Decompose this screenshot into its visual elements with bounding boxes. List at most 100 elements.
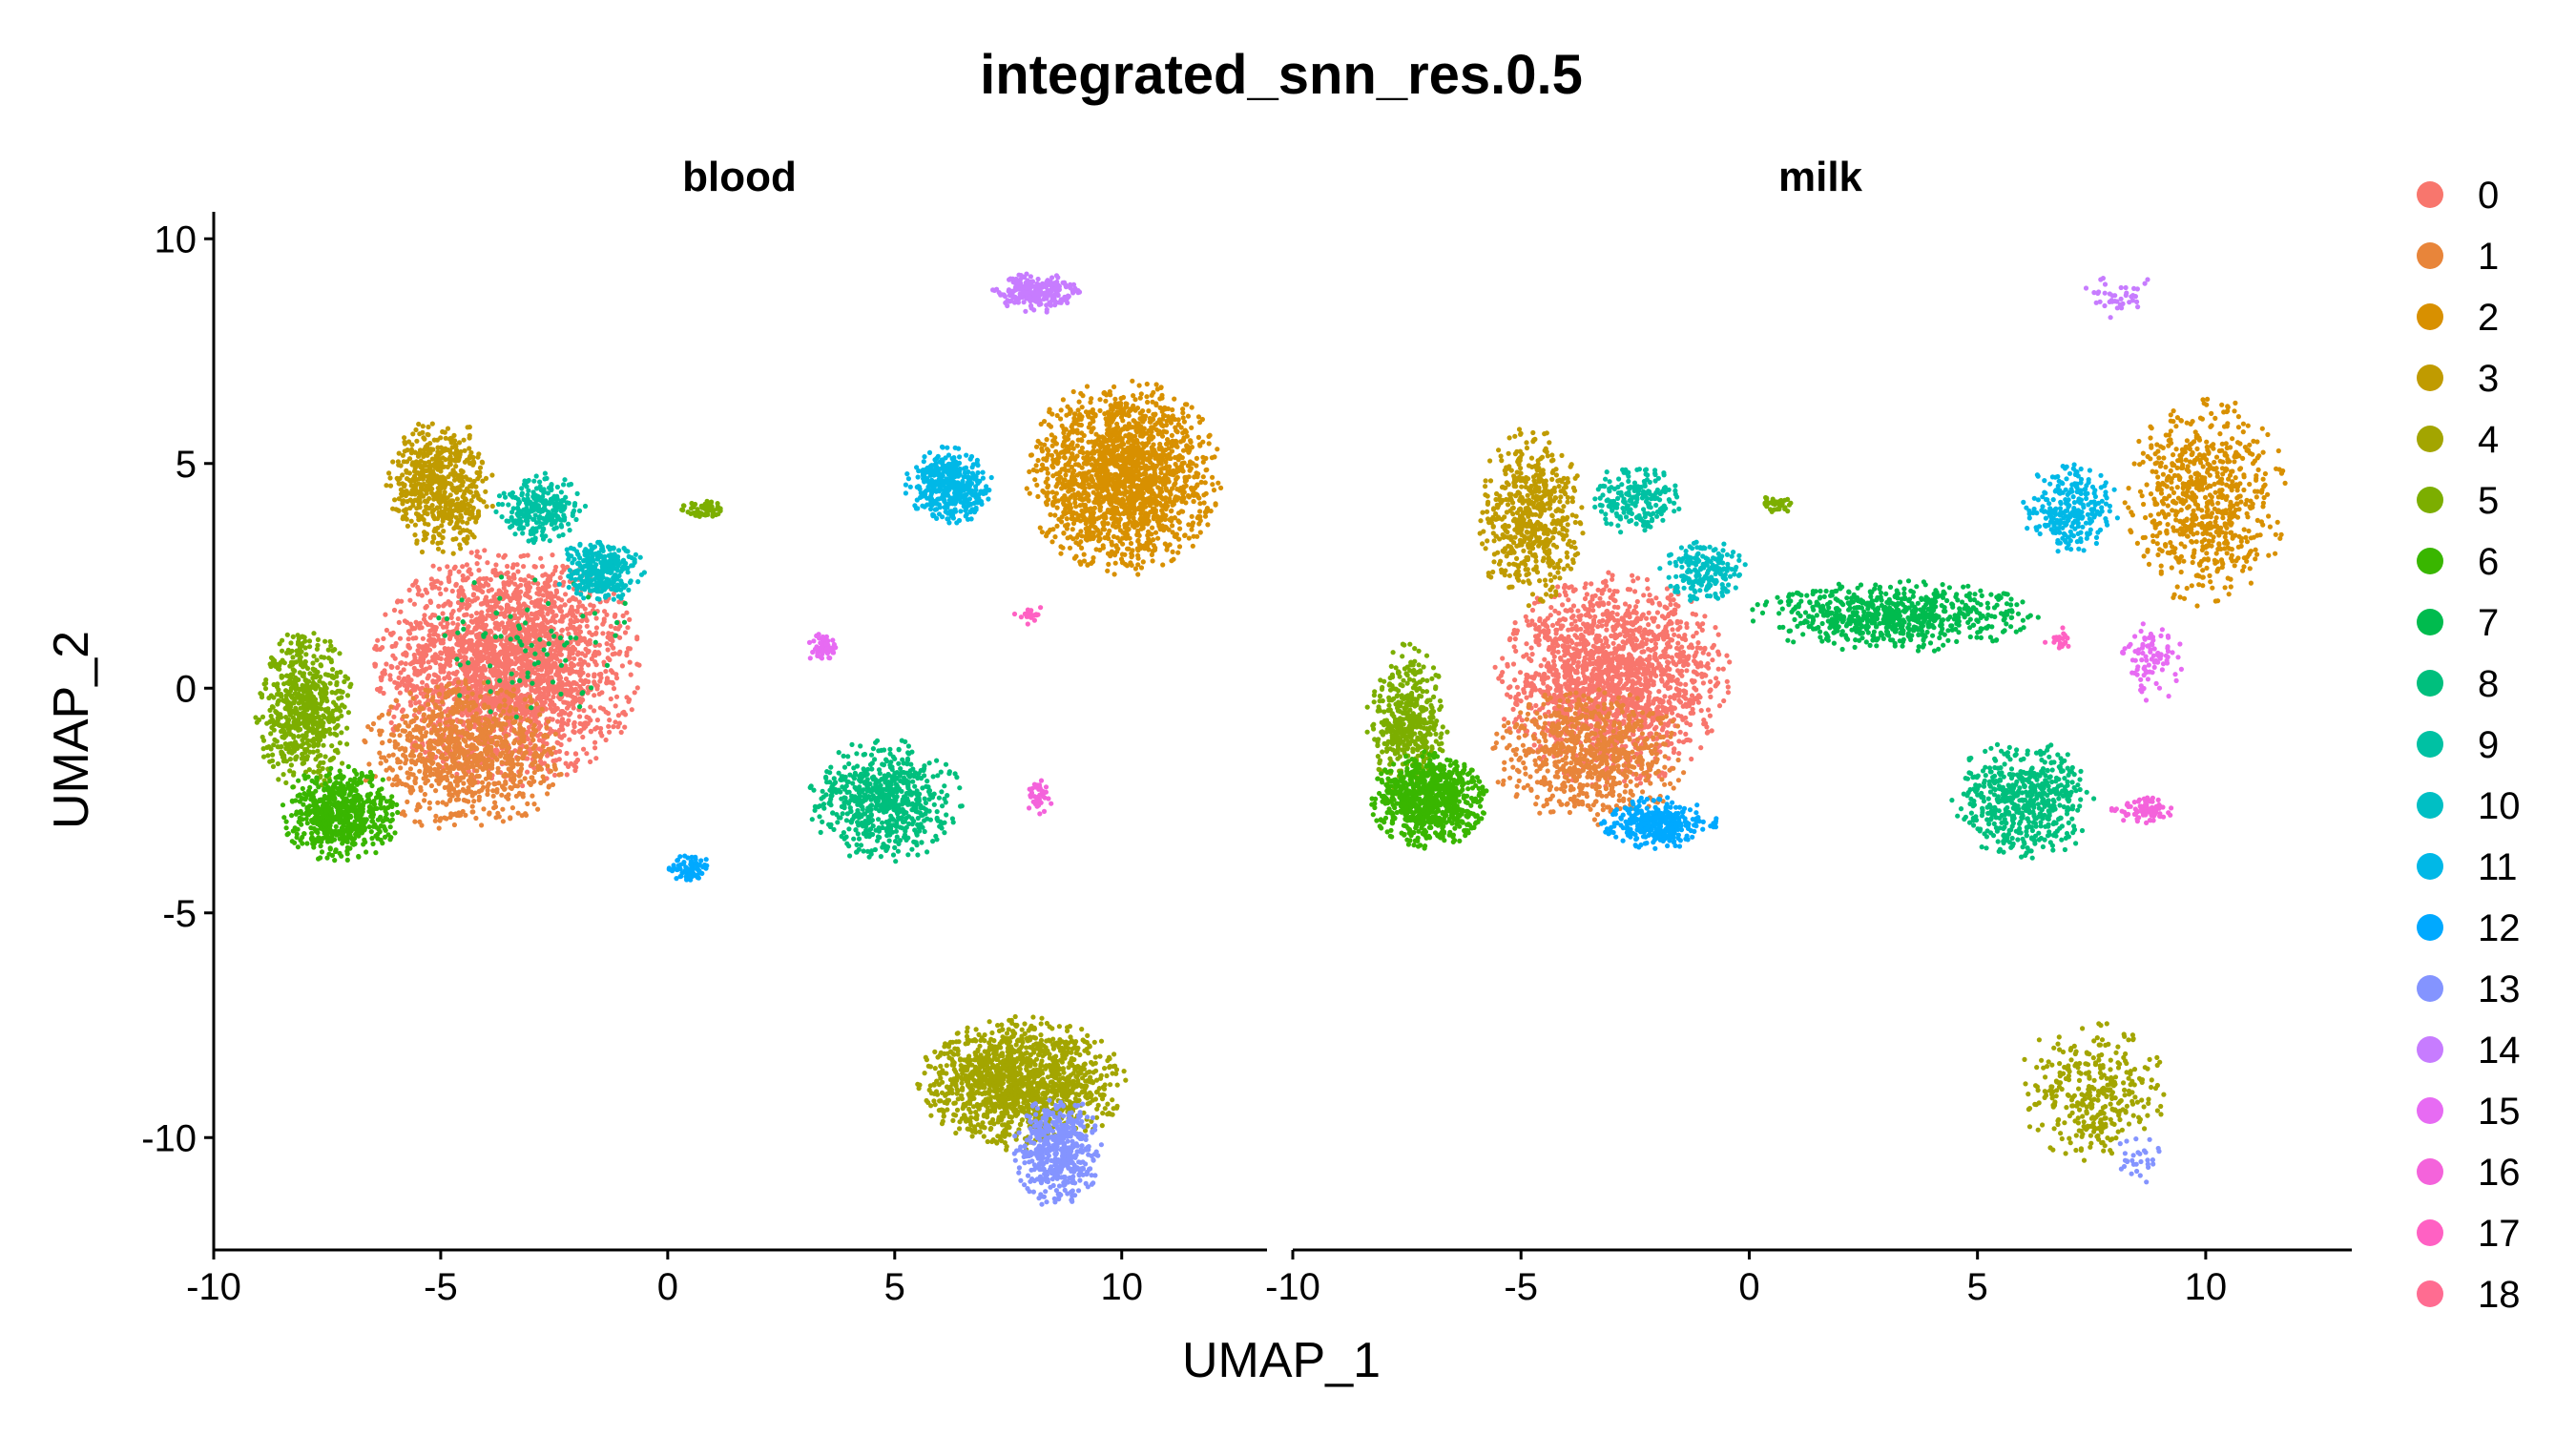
- data-point: [522, 663, 529, 669]
- data-point: [525, 552, 530, 558]
- data-point: [561, 667, 567, 673]
- data-point: [474, 768, 480, 774]
- data-point: [523, 682, 530, 688]
- data-point: [506, 792, 511, 798]
- data-point: [593, 615, 599, 621]
- data-point: [378, 760, 384, 766]
- data-point: [547, 702, 553, 708]
- data-point: [426, 714, 432, 719]
- data-point: [536, 686, 542, 692]
- data-point: [518, 768, 524, 774]
- data-point: [626, 698, 632, 704]
- data-point: [1052, 534, 1058, 540]
- data-point: [605, 647, 611, 653]
- data-point: [1170, 502, 1175, 508]
- data-point: [573, 764, 579, 770]
- data-point: [504, 571, 509, 577]
- data-point: [464, 730, 469, 737]
- data-point: [457, 718, 463, 724]
- data-point: [438, 640, 444, 646]
- data-point: [1170, 523, 1175, 529]
- data-point: [448, 614, 454, 621]
- panel-label-blood: blood: [682, 154, 797, 200]
- data-point: [472, 702, 479, 709]
- data-point: [1177, 453, 1183, 459]
- data-point: [531, 612, 537, 617]
- data-point: [446, 661, 452, 667]
- data-point: [1101, 390, 1107, 396]
- data-point: [458, 775, 465, 780]
- data-point: [592, 739, 598, 745]
- data-point: [546, 583, 551, 590]
- data-point: [417, 625, 423, 631]
- data-point: [540, 743, 546, 749]
- data-point: [420, 757, 426, 762]
- data-point: [1135, 572, 1141, 577]
- data-point: [509, 715, 514, 720]
- data-point: [533, 701, 540, 707]
- data-point: [1079, 414, 1085, 420]
- data-point: [571, 721, 577, 727]
- data-point: [480, 622, 486, 628]
- data-point: [433, 625, 439, 631]
- data-point: [485, 783, 490, 790]
- data-point: [412, 707, 418, 713]
- data-point: [552, 619, 558, 625]
- data-point: [1140, 471, 1147, 477]
- data-point: [485, 602, 490, 608]
- data-point: [438, 656, 444, 662]
- data-point: [1159, 476, 1165, 482]
- cluster-2-points: [1024, 378, 1224, 577]
- data-point: [462, 633, 467, 639]
- data-point: [594, 725, 600, 731]
- data-point: [509, 704, 514, 710]
- data-point: [440, 611, 446, 616]
- data-point: [429, 697, 435, 703]
- data-point: [397, 635, 404, 641]
- data-point: [470, 809, 476, 815]
- data-point: [484, 594, 489, 600]
- data-point: [474, 648, 480, 654]
- data-point: [455, 637, 461, 643]
- data-point: [520, 794, 526, 800]
- data-point: [368, 726, 374, 733]
- data-point: [547, 636, 552, 642]
- data-point: [1163, 512, 1169, 519]
- data-point: [519, 711, 525, 717]
- data-point: [1137, 410, 1143, 416]
- data-point: [426, 673, 432, 678]
- data-point: [488, 613, 493, 619]
- data-point: [502, 645, 508, 651]
- data-point: [575, 652, 581, 657]
- data-point: [427, 741, 433, 747]
- data-point: [613, 672, 619, 677]
- data-point: [552, 764, 558, 770]
- data-point: [470, 718, 476, 723]
- data-point: [399, 708, 405, 715]
- data-point: [620, 613, 626, 619]
- data-point: [610, 680, 616, 686]
- data-point: [466, 703, 471, 709]
- data-point: [625, 625, 631, 631]
- data-point: [392, 656, 398, 661]
- data-point: [473, 626, 479, 632]
- data-point: [551, 702, 557, 708]
- data-point: [422, 647, 428, 654]
- data-point: [1055, 476, 1061, 482]
- data-point: [400, 728, 405, 734]
- data-point: [1049, 489, 1055, 495]
- data-point: [576, 661, 582, 667]
- data-point: [552, 731, 559, 738]
- data-point: [636, 662, 642, 668]
- data-point: [551, 653, 558, 658]
- data-point: [386, 738, 392, 744]
- data-point: [1131, 515, 1136, 521]
- data-point: [607, 656, 613, 663]
- data-point: [1169, 508, 1174, 513]
- data-point: [629, 707, 634, 713]
- data-point: [447, 797, 453, 802]
- data-point: [482, 697, 488, 703]
- data-point: [632, 690, 637, 696]
- data-point: [455, 615, 461, 622]
- data-point: [627, 659, 633, 665]
